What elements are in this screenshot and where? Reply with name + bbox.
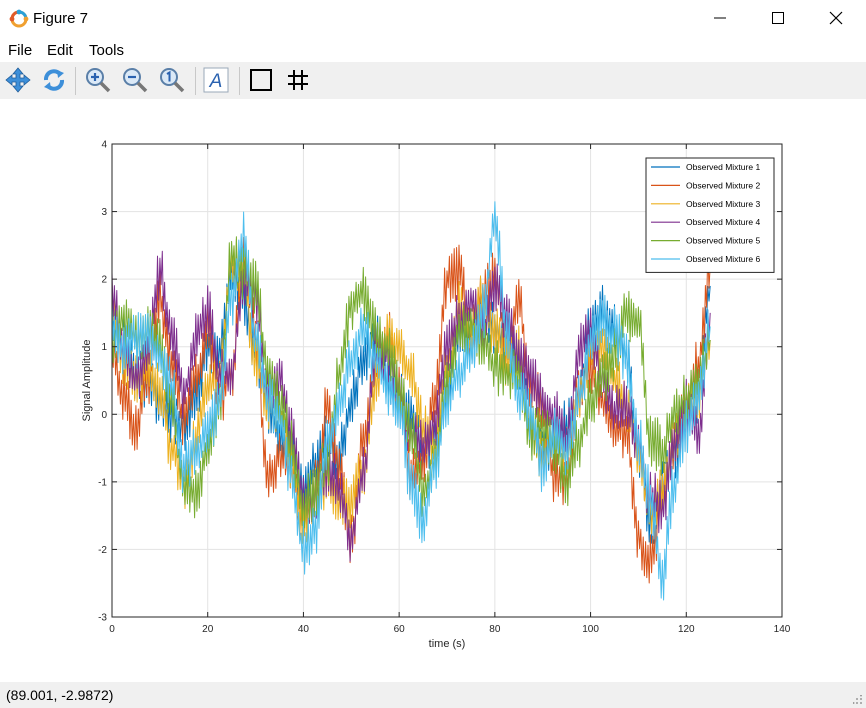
zoom-in-button[interactable]	[83, 65, 113, 95]
zoom-in-icon	[86, 68, 111, 93]
zoom-out-button[interactable]	[120, 65, 150, 95]
axes-box-button[interactable]	[246, 65, 276, 95]
legend-entry-label: Observed Mixture 1	[686, 162, 760, 172]
legend-entry-label: Observed Mixture 5	[686, 236, 760, 246]
rotate-button[interactable]	[39, 65, 69, 95]
line-chart[interactable]: 0 20 40 60 80 100 120 140 -3 -2 -1 0 1 2 3 4 time (s) Sig…	[0, 99, 866, 682]
x-tick-label: 60	[394, 624, 406, 635]
x-tick-label: 20	[202, 624, 214, 635]
pan-icon	[5, 67, 31, 93]
pan-button[interactable]	[3, 65, 33, 95]
rotate-icon	[44, 69, 64, 91]
resize-grip-icon[interactable]	[853, 695, 863, 705]
y-tick-label: 0	[101, 410, 107, 421]
svg-text:A: A	[209, 71, 223, 92]
menu-edit[interactable]: Edit	[47, 42, 73, 59]
close-button[interactable]	[808, 0, 866, 36]
grid-button[interactable]	[283, 65, 313, 95]
y-axis-label: Signal Amplitude	[81, 340, 93, 422]
legend-entry-label: Observed Mixture 4	[686, 217, 760, 227]
grid-icon	[288, 70, 308, 90]
y-tick-label: -1	[98, 477, 107, 488]
x-tick-label: 0	[109, 624, 115, 635]
y-tick-label: 3	[101, 207, 107, 218]
toolbar-separator	[75, 67, 76, 95]
x-tick-label: 40	[298, 624, 310, 635]
legend-entry-label: Observed Mixture 3	[686, 199, 760, 209]
octave-logo-icon	[9, 9, 29, 28]
minimize-icon	[714, 17, 726, 19]
minimize-button[interactable]	[692, 0, 750, 36]
series-line-mixture-5[interactable]	[111, 236, 711, 529]
figure-toolbar: A	[0, 62, 866, 99]
menu-file[interactable]: File	[8, 42, 33, 59]
maximize-icon	[772, 12, 784, 24]
y-tick-label: 4	[101, 140, 107, 151]
insert-text-button[interactable]: A	[201, 65, 231, 95]
y-tick-label: 2	[101, 275, 107, 286]
legend-box	[645, 157, 775, 273]
legend-entry-label: Observed Mixture 6	[686, 254, 760, 264]
cursor-coordinates: (89.001, -2.9872)	[6, 687, 114, 703]
zoom-reset-icon	[160, 68, 185, 93]
toolbar-separator	[195, 67, 196, 95]
axes-box-icon	[250, 69, 272, 91]
y-tick-label: -2	[98, 545, 107, 556]
toolbar-separator	[239, 67, 240, 95]
figure-canvas[interactable]: 0 20 40 60 80 100 120 140 -3 -2 -1 0 1 2 3 4 time (s) Sig…	[0, 99, 866, 682]
zoom-reset-button[interactable]	[157, 65, 187, 95]
zoom-out-icon	[123, 68, 148, 93]
close-icon	[829, 11, 843, 25]
y-tick-label: 1	[101, 342, 107, 353]
x-axis-label: time (s)	[429, 638, 466, 650]
menu-tools[interactable]: Tools	[89, 42, 125, 59]
text-insert-icon: A	[203, 67, 229, 93]
axes-box	[111, 143, 783, 618]
y-tick-label: -3	[98, 613, 107, 624]
series-line-mixture-6[interactable]	[111, 201, 711, 601]
menu-bar: File Edit Tools	[0, 38, 866, 62]
maximize-button[interactable]	[750, 0, 808, 36]
x-tick-label: 120	[678, 624, 695, 635]
title-bar: Figure 7	[0, 0, 866, 38]
status-bar: (89.001, -2.9872)	[0, 682, 866, 708]
x-tick-label: 100	[582, 624, 599, 635]
x-tick-label: 80	[489, 624, 501, 635]
legend-entry-label: Observed Mixture 2	[686, 180, 760, 190]
window-title: Figure 7	[33, 10, 89, 27]
x-tick-label: 140	[774, 624, 791, 635]
series-line-mixture-2[interactable]	[111, 237, 711, 584]
